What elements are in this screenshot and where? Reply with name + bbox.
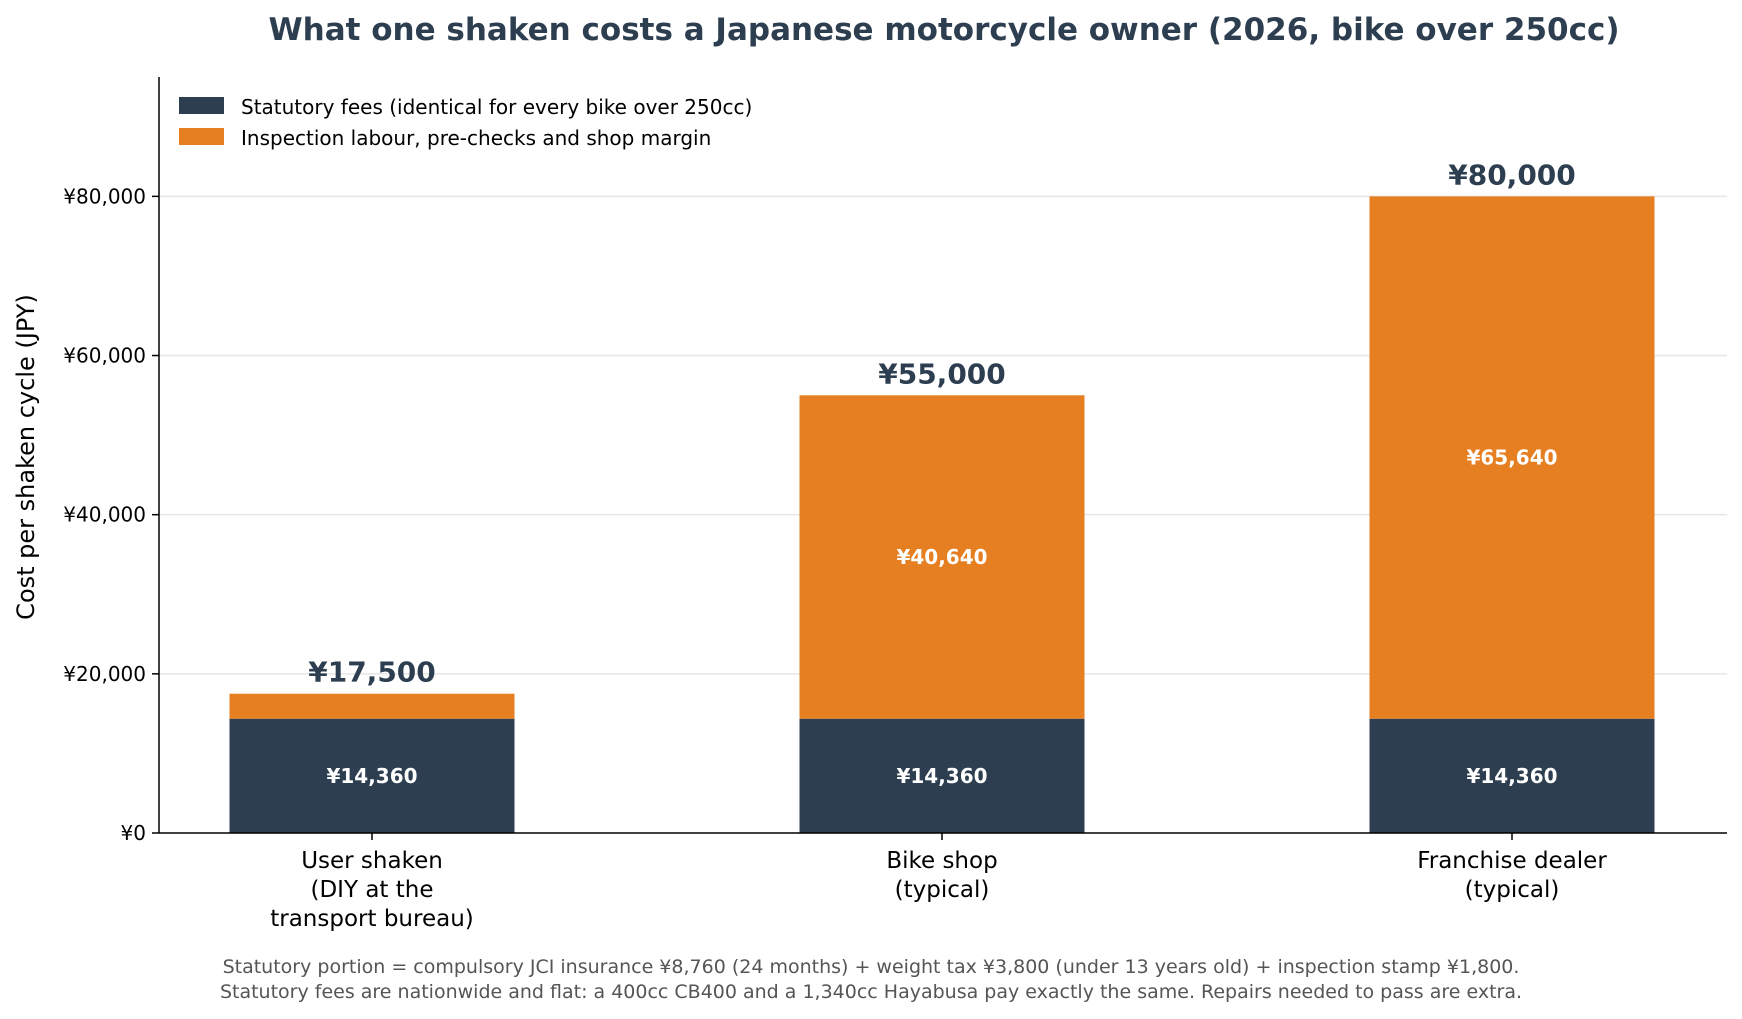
footnote-line: Statutory fees are nationwide and flat: …	[220, 981, 1522, 1003]
y-tick-label: ¥60,000	[63, 344, 146, 368]
legend-label: Statutory fees (identical for every bike…	[241, 95, 752, 119]
bar-segment-labour	[229, 693, 515, 719]
segment-value-label: ¥14,360	[1466, 764, 1557, 788]
segment-value-label: ¥14,360	[326, 764, 417, 788]
total-value-label: ¥17,500	[308, 656, 436, 689]
axes: ¥0 ¥20,000 ¥40,000 ¥60,000 ¥80,000 User shake…	[63, 77, 1727, 932]
x-tick-label: User shaken (DIY at the transport bureau)	[270, 848, 474, 932]
total-value-label: ¥80,000	[1448, 158, 1576, 191]
y-tick-label: ¥80,000	[63, 184, 146, 208]
y-tick-label: ¥40,000	[63, 503, 146, 527]
footnote-line: Statutory portion = compulsory JCI insur…	[223, 956, 1520, 978]
bars	[229, 196, 1655, 833]
total-value-label: ¥55,000	[878, 357, 1006, 390]
legend-swatch	[179, 97, 224, 114]
data-labels: ¥14,360 ¥17,500 ¥14,360 ¥40,640 ¥55,000 ¥14,3…	[308, 158, 1576, 787]
segment-value-label: ¥14,360	[896, 764, 987, 788]
bar-segment-labour	[799, 395, 1085, 719]
segment-value-label: ¥40,640	[896, 545, 987, 569]
footnote: Statutory portion = compulsory JCI insur…	[220, 956, 1522, 1003]
y-tick-label: ¥0	[121, 821, 146, 845]
y-axis-label: Cost per shaken cycle (JPY)	[12, 294, 40, 620]
legend-swatch	[179, 128, 224, 145]
bar-segment-statutory	[229, 718, 515, 833]
x-tick-label: Franchise dealer (typical)	[1417, 848, 1607, 903]
legend-label: Inspection labour, pre-checks and shop m…	[241, 126, 711, 150]
bar-segment-statutory	[799, 718, 1085, 833]
bar-segment-statutory	[1369, 718, 1655, 833]
bar-segment-labour	[1369, 196, 1655, 719]
x-tick-label: Bike shop (typical)	[886, 848, 997, 903]
y-tick-label: ¥20,000	[63, 662, 146, 686]
legend: Statutory fees (identical for every bike…	[179, 95, 752, 150]
chart-title: What one shaken costs a Japanese motorcy…	[268, 12, 1619, 48]
segment-value-label: ¥65,640	[1466, 446, 1557, 470]
